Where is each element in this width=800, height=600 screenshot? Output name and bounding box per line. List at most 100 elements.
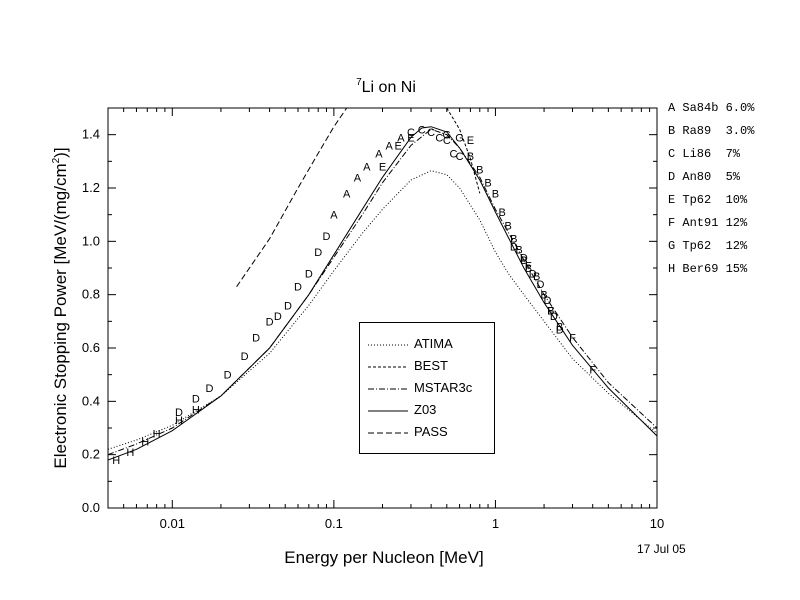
legend-swatch-atima <box>368 344 408 346</box>
data-point-b: B <box>547 306 554 318</box>
data-point-d: D <box>529 268 537 280</box>
data-point-a: A <box>363 162 371 174</box>
data-point-c: C <box>443 135 451 147</box>
data-point-f: F <box>589 364 596 376</box>
date-stamp: 17 Jul 05 <box>637 542 686 556</box>
title-main: Li on Ni <box>362 79 416 96</box>
data-point-d: D <box>536 279 544 291</box>
data-point-d: D <box>294 282 302 294</box>
data-point-c: C <box>435 132 443 144</box>
data-point-f: F <box>569 332 576 344</box>
y-tick-label: 1.4 <box>82 127 100 142</box>
data-point-b: B <box>467 151 474 163</box>
axis-ticks <box>107 107 658 509</box>
reference-row-b: B Ra89 3.0% <box>668 124 755 138</box>
data-point-c: C <box>456 151 464 163</box>
data-point-b: B <box>476 164 483 176</box>
reference-row-e: E Tp62 10% <box>668 193 748 207</box>
data-point-d: D <box>510 242 518 254</box>
data-point-b: B <box>520 255 527 267</box>
data-point-h: H <box>112 455 120 467</box>
reference-row-a: A Sa84b 6.0% <box>668 101 755 115</box>
data-point-h: H <box>175 415 183 427</box>
y-tick-label: 0.8 <box>82 287 100 302</box>
data-point-f: F <box>525 260 532 272</box>
legend-label-best: BEST <box>414 358 448 373</box>
legend-label-mstar3c: MSTAR3c <box>414 380 473 395</box>
x-tick-label: 0.01 <box>160 516 185 531</box>
legend-label-z03: Z03 <box>414 402 437 417</box>
data-point-h: H <box>192 404 200 416</box>
y-axis-label-main: Electronic Stopping Power [MeV/(mg/cm <box>51 163 70 468</box>
data-point-d: D <box>544 295 552 307</box>
series-line-z03 <box>108 126 657 461</box>
data-point-d: D <box>241 351 249 363</box>
data-point-h: H <box>141 436 149 448</box>
reference-row-h: H Ber69 15% <box>668 262 748 276</box>
tick-labels: 0.01 0.1 1 10 0.0 0.2 0.4 0.6 0.8 1.0 1.2 1.4 <box>82 127 664 531</box>
data-point-b: B <box>510 234 517 246</box>
series-line-best <box>446 108 481 194</box>
legend-item-atima: ATIMA <box>360 335 494 355</box>
data-point-c: C <box>427 127 435 139</box>
data-point-d: D <box>314 247 322 259</box>
x-tick-label: 1 <box>492 516 499 531</box>
data-point-d: D <box>224 370 232 382</box>
legend-item-mstar3c: MSTAR3c <box>360 379 494 399</box>
data-point-a: A <box>354 172 362 184</box>
data-point-c: C <box>407 127 415 139</box>
legend-item-pass: PASS <box>360 423 494 443</box>
y-tick-label: 0.0 <box>82 500 100 515</box>
y-tick-label: 1.0 <box>82 233 100 248</box>
legend-swatch-mstar3c <box>368 388 408 390</box>
reference-row-g: G Tp62 12% <box>668 239 748 253</box>
data-point-d: D <box>284 300 292 312</box>
y-tick-label: 1.2 <box>82 180 100 195</box>
data-point-b: B <box>540 290 547 302</box>
legend-item-best: BEST <box>360 357 494 377</box>
data-point-d: D <box>305 268 313 280</box>
data-point-d: D <box>192 394 200 406</box>
data-point-e: E <box>394 140 401 152</box>
y-tick-label: 0.2 <box>82 447 100 462</box>
y-axis-label-end: )] <box>51 147 70 157</box>
y-tick-label: 0.4 <box>82 393 100 408</box>
data-point-d: D <box>175 407 183 419</box>
series-line-atima <box>108 170 657 450</box>
data-point-b: B <box>525 263 532 275</box>
data-point-d: D <box>274 311 282 323</box>
data-point-c: C <box>450 148 458 160</box>
data-point-b: B <box>533 271 540 283</box>
chart-title: 7Li on Ni <box>356 77 416 96</box>
data-point-d: D <box>206 383 214 395</box>
data-point-d: D <box>550 311 558 323</box>
data-point-a: A <box>375 148 383 160</box>
data-point-g: G <box>443 130 452 142</box>
series-line-pass <box>236 108 348 287</box>
data-point-b: B <box>498 207 505 219</box>
legend: ATIMA BEST MSTAR3c Z03 PASS <box>359 322 495 454</box>
legend-label-pass: PASS <box>414 424 448 439</box>
data-point-d: D <box>556 324 564 336</box>
data-point-b: B <box>484 178 491 190</box>
data-point-d: D <box>322 231 330 243</box>
data-point-b: B <box>556 322 563 334</box>
title-superscript: 7 <box>356 77 362 88</box>
data-point-b: B <box>492 188 499 200</box>
data-point-b: B <box>515 244 522 256</box>
legend-label-atima: ATIMA <box>414 336 453 351</box>
data-point-e: E <box>407 132 414 144</box>
legend-swatch-pass <box>368 432 408 434</box>
data-point-h: H <box>153 428 161 440</box>
data-point-d: D <box>520 252 528 264</box>
data-point-a: A <box>330 210 338 222</box>
data-point-d: D <box>266 316 274 328</box>
data-point-e: E <box>467 135 474 147</box>
y-axis-label-sup: 2 <box>51 157 62 163</box>
data-point-g: G <box>455 132 464 144</box>
y-axis-label: Electronic Stopping Power [MeV/(mg/cm2)] <box>51 147 70 468</box>
data-point-h: H <box>126 447 134 459</box>
legend-swatch-z03 <box>368 410 408 412</box>
